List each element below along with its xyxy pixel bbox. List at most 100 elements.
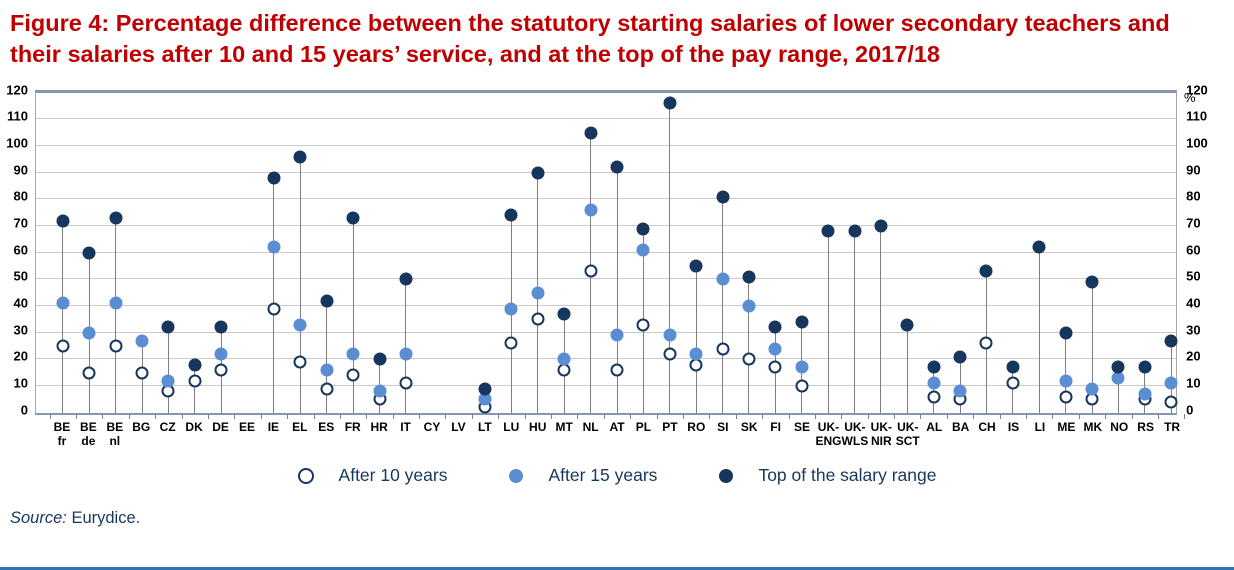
stem (1012, 367, 1014, 413)
x-tick (49, 413, 51, 419)
y-tick-label: 80 (1186, 188, 1201, 204)
y-tick-label: 100 (1186, 135, 1208, 151)
dot-top-of-salary-range (1138, 360, 1152, 374)
dot-after-15-years (1085, 382, 1099, 395)
y-tick-label: 0 (1186, 402, 1194, 417)
source-text: Eurydice. (66, 508, 141, 527)
x-tick (207, 413, 209, 419)
x-axis-label: ME (1057, 419, 1076, 434)
x-axis-label: UK- NIR (870, 419, 892, 448)
x-tick (630, 413, 632, 419)
x-tick (234, 413, 236, 419)
stem (827, 231, 829, 413)
dot-after-15-years (161, 374, 175, 387)
dot-top-of-salary-range (795, 315, 809, 329)
x-axis-label: FR (344, 419, 361, 434)
y-tick-label: 100 (6, 135, 28, 151)
x-axis-label: PT (662, 419, 678, 434)
stem (326, 300, 328, 413)
gridline (35, 224, 1177, 226)
stem (1091, 281, 1093, 413)
dot-after-10-years (1164, 395, 1178, 409)
stem (405, 279, 407, 413)
dot-after-10-years (293, 355, 307, 369)
dot-after-10-years (56, 339, 70, 353)
y-tick-label: 70 (13, 215, 28, 231)
dot-after-15-years (135, 334, 149, 347)
y-axis-right: 0 10 20 30 40 50 60 70 80 90 100 110 120 (1177, 83, 1234, 416)
x-axis-label: HR (370, 419, 388, 434)
x-axis-label: AL (926, 419, 943, 434)
gridline (35, 171, 1177, 173)
y-axis-left: 0 10 20 30 40 50 60 70 80 90 100 110 120 (0, 83, 35, 416)
dot-top-of-salary-range (900, 318, 914, 331)
x-tick (656, 413, 658, 419)
x-axis-label: BE de (80, 419, 97, 448)
dot-top-of-salary-range (399, 272, 413, 286)
dot-after-10-years (188, 374, 202, 387)
x-axis-label: RO (687, 419, 706, 434)
dot-top-of-salary-range (1085, 275, 1099, 289)
stem (62, 220, 64, 413)
dot-after-15-years (293, 318, 307, 331)
dot-top-of-salary-range (979, 264, 993, 278)
x-axis-label: UK- SCT (895, 419, 920, 448)
y-tick-label: 80 (13, 188, 28, 204)
dot-after-15-years (346, 347, 360, 361)
gridline (35, 118, 1177, 120)
stem (1065, 332, 1067, 413)
x-axis-label: LV (451, 419, 466, 434)
dot-after-10-years (214, 363, 228, 377)
dot-after-15-years (504, 302, 518, 315)
x-tick (1052, 413, 1054, 419)
dot-top-of-salary-range (109, 211, 123, 225)
figure-title: Figure 4: Percentage difference between … (10, 10, 1170, 68)
legend-label: After 15 years (548, 465, 658, 485)
x-tick (709, 413, 711, 419)
x-tick (682, 413, 684, 419)
stem (906, 324, 908, 413)
x-tick (946, 413, 948, 419)
dot-after-15-years (1138, 387, 1152, 401)
x-axis-label: MT (555, 419, 573, 434)
dot-top-of-salary-range (56, 214, 70, 227)
legend-item-after-10-years: After 10 years (297, 465, 447, 486)
y-tick-label: 50 (1186, 268, 1201, 284)
y-tick-label: 40 (1186, 295, 1201, 311)
dot-after-10-years (663, 347, 677, 361)
gridline (35, 358, 1177, 360)
dot-top-of-salary-range (927, 360, 941, 374)
x-tick (419, 413, 421, 419)
x-tick (445, 413, 447, 419)
dot-top-of-salary-range (188, 358, 202, 371)
x-axis-label: LT (477, 419, 492, 434)
dot-after-10-years (267, 302, 281, 315)
x-axis-label: CZ (159, 419, 176, 434)
dot-after-15-years (927, 376, 941, 390)
stem (616, 167, 618, 413)
stem (854, 231, 855, 413)
stem (352, 217, 354, 413)
dot-after-10-years (636, 318, 650, 331)
dot-after-10-years (135, 366, 149, 379)
dot-after-10-years (610, 363, 624, 377)
dot-top-of-salary-range (584, 126, 598, 139)
x-tick (1131, 413, 1133, 419)
stem (669, 103, 671, 413)
x-tick (920, 413, 922, 419)
percent-unit-right: % (1184, 89, 1196, 105)
x-tick (762, 413, 764, 419)
stem (115, 217, 117, 413)
stem (695, 265, 697, 413)
stem (194, 364, 196, 413)
dot-after-10-years (927, 390, 941, 403)
x-axis-label: SK (740, 419, 758, 434)
x-axis-label: LI (1034, 419, 1046, 434)
x-axis-label: UK- ENG (815, 419, 842, 448)
source-prefix: Source: (10, 508, 67, 527)
dot-after-15-years (82, 326, 96, 339)
y-tick-label: 0 (20, 402, 28, 417)
stem (273, 177, 275, 413)
x-tick (471, 413, 473, 419)
dot-top-of-salary-range (1164, 334, 1178, 347)
